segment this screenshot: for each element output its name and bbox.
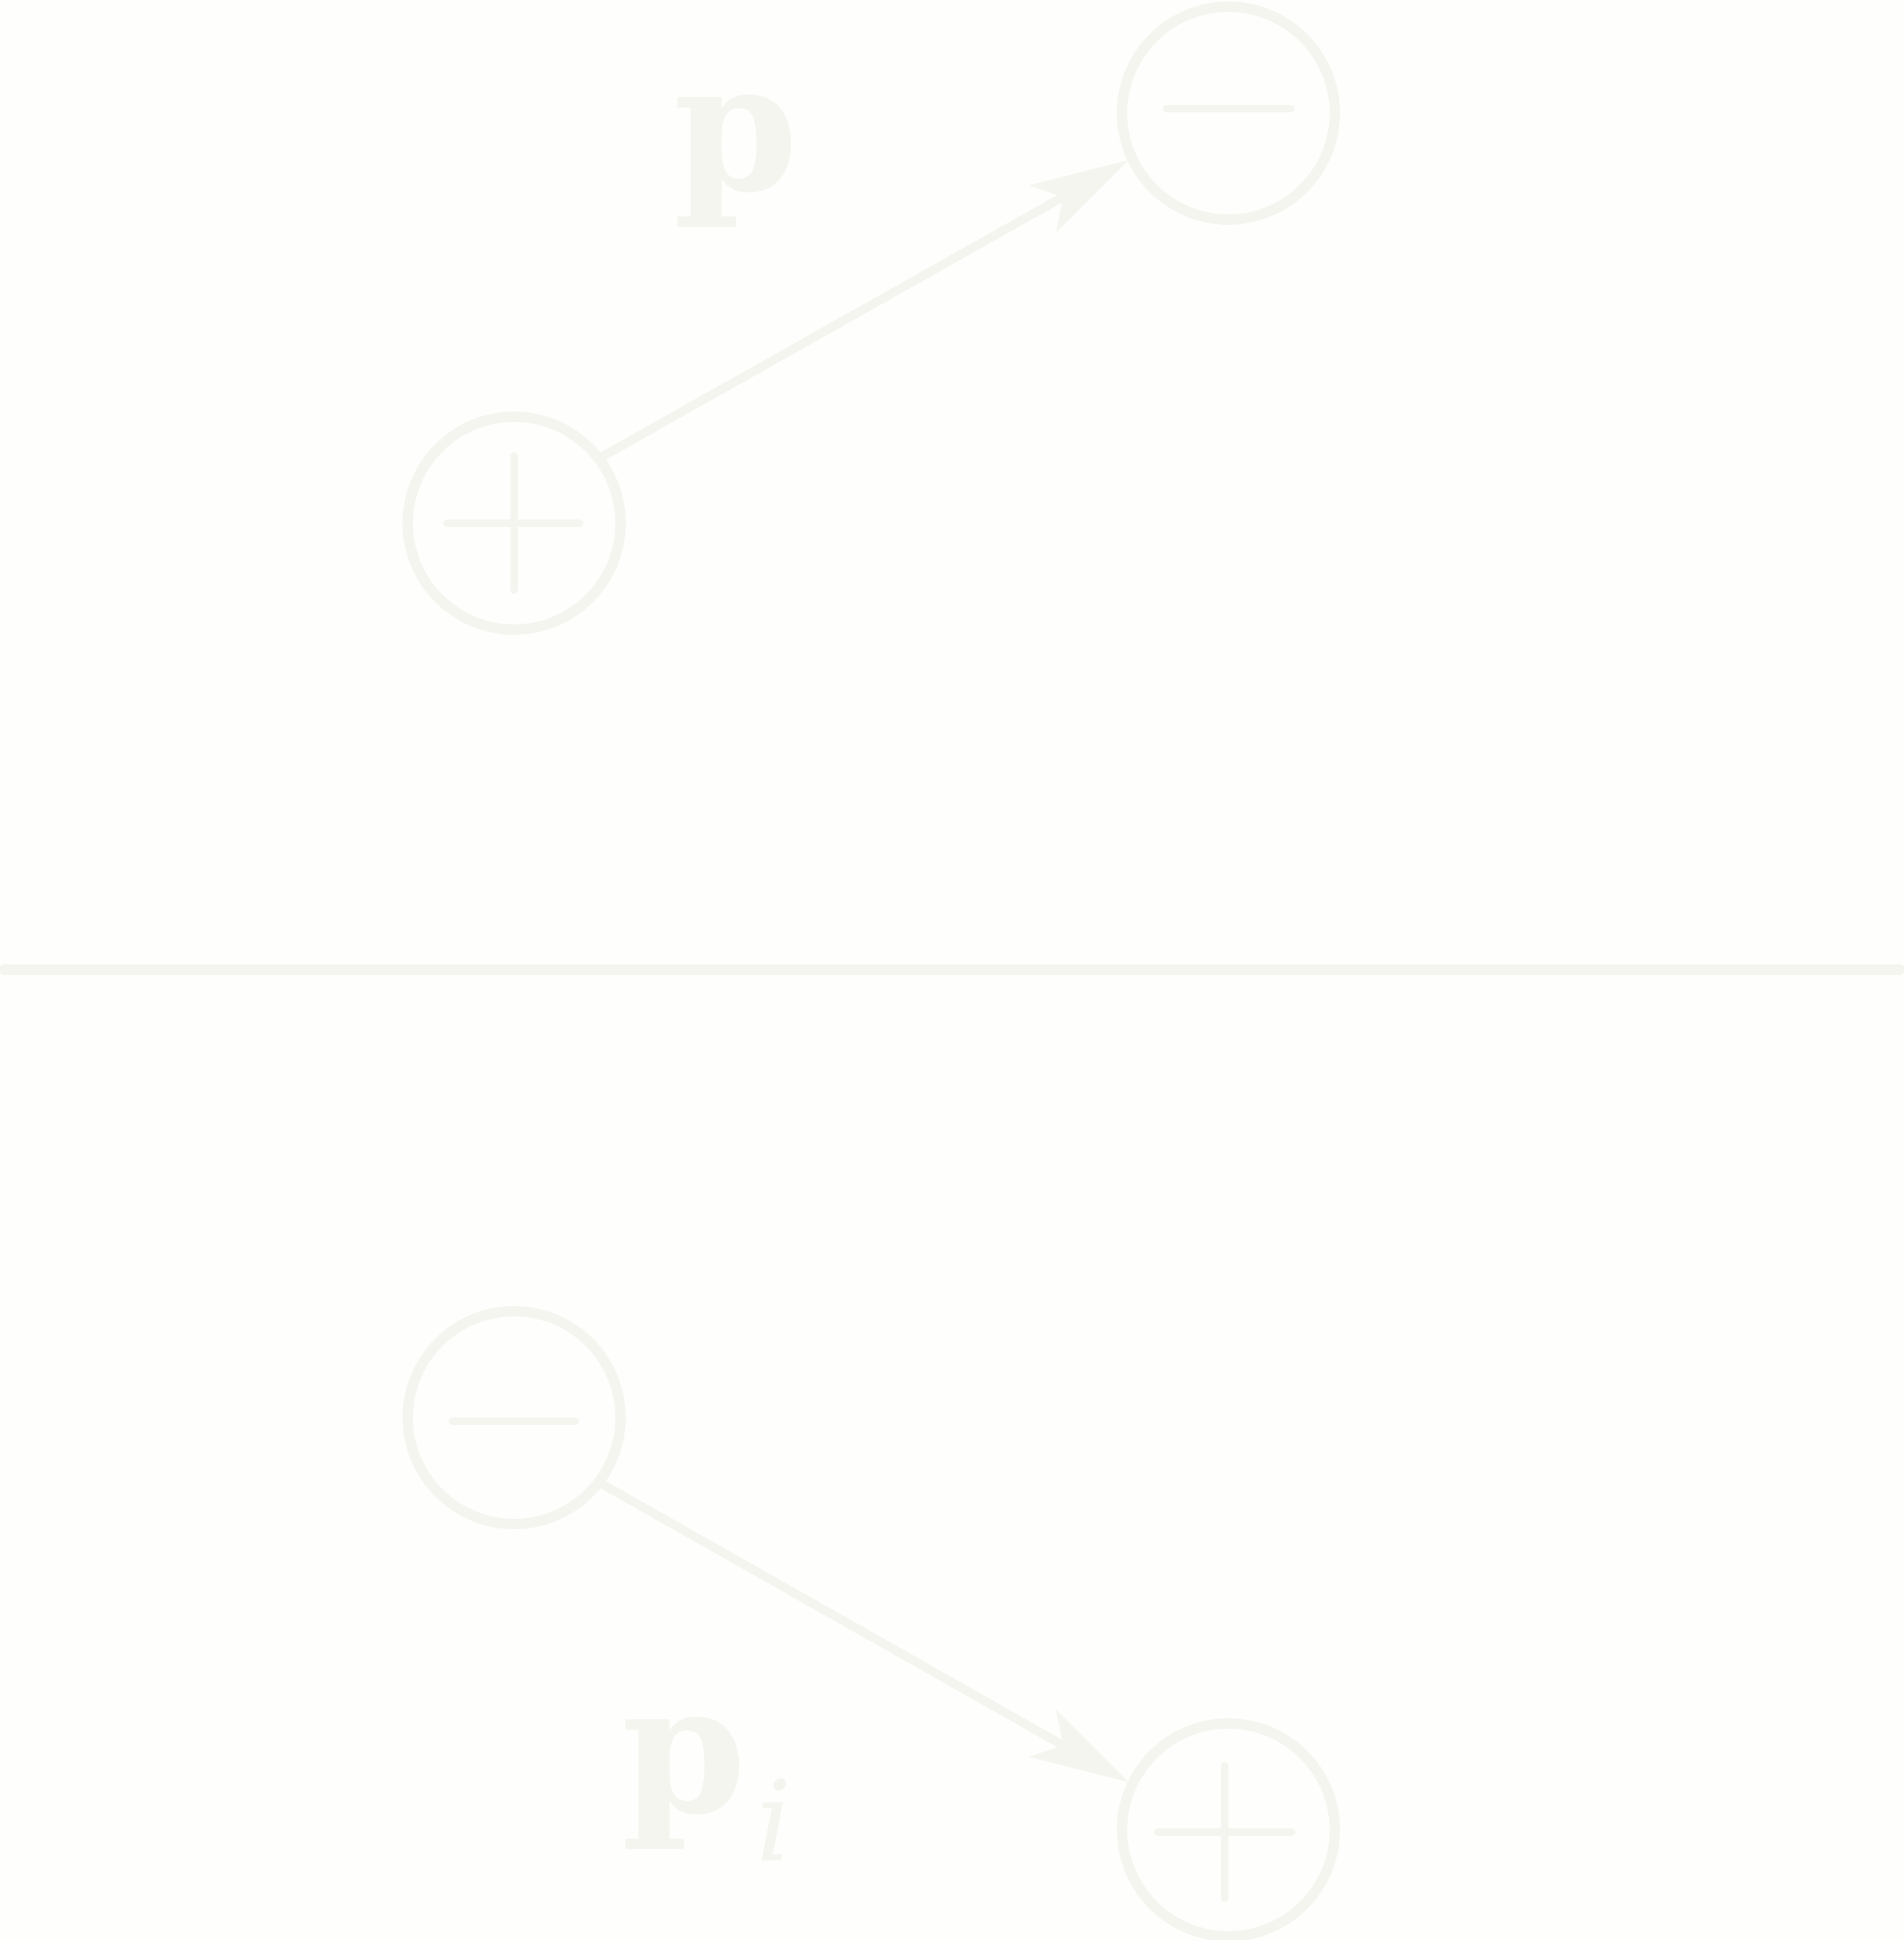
lower-dipole-label: p (621, 1645, 746, 1854)
upper-negative-charge-circle (1117, 1, 1340, 225)
upper-negative-charge (1117, 1, 1340, 225)
lower-arrow-shaft (596, 1479, 1067, 1749)
lower-negative-charge (403, 1306, 626, 1529)
upper-positive-charge (403, 412, 626, 635)
lower-positive-charge (1117, 1718, 1340, 1940)
lower-positive-charge-circle (1117, 1718, 1340, 1940)
upper-dipole-arrow (596, 160, 1129, 462)
upper-arrow-shaft (596, 193, 1067, 462)
upper-arrow-head (1029, 160, 1129, 233)
lower-dipole-label-subscript: i (756, 1758, 792, 1887)
lower-negative-charge-circle (403, 1306, 626, 1529)
upper-positive-charge-circle (403, 412, 626, 635)
upper-dipole: p (403, 1, 1340, 635)
lower-arrow-head (1029, 1709, 1129, 1782)
upper-dipole-label: p (673, 22, 798, 232)
lower-dipole: p i (403, 1306, 1340, 1940)
lower-dipole-arrow (596, 1479, 1129, 1782)
